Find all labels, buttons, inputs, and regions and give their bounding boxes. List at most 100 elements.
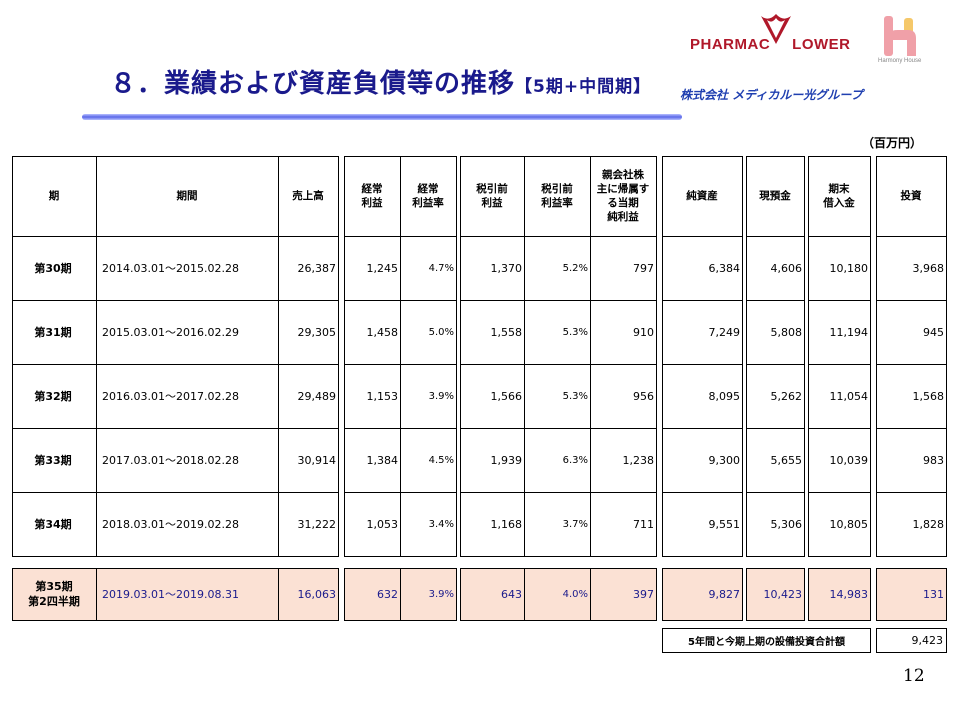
flower-logo-icon [761, 14, 791, 44]
current-cell: 3.9% [428, 588, 454, 600]
title-sub: 【5期+中間期】 [515, 77, 652, 97]
current-cell: 4.0% [562, 588, 588, 600]
total-value: 9,423 [911, 634, 944, 647]
column-divider [524, 156, 525, 556]
medical-ikko-logo: 株式会社 メディカルー光グループ [680, 88, 863, 102]
harmony-house-logo-icon [884, 16, 916, 56]
table-cell: 1,828 [912, 517, 945, 531]
table-cell: 1,245 [366, 261, 399, 275]
row-divider [344, 364, 456, 365]
table-cell: 5.2% [562, 262, 588, 274]
pharmac-flower-logo: PHARMAC LOWER [690, 36, 851, 53]
column-group-frame [808, 156, 871, 557]
period-label: 第33期 [34, 454, 72, 467]
table-cell: 5,262 [770, 389, 803, 403]
current-cell: 16,063 [297, 587, 337, 601]
total-label: 5年間と今期上期の設備投資合計額 [688, 637, 845, 648]
row-divider [662, 300, 742, 301]
period-label: 第32期 [34, 390, 72, 403]
table-cell: 2015.03.01～2016.02.29 [102, 326, 239, 339]
header-cell: 現預金 [759, 190, 791, 202]
table-cell: 2016.03.01～2017.02.28 [102, 390, 239, 403]
row-divider [12, 492, 338, 493]
header-cell: 経常 利益率 [412, 183, 444, 209]
row-divider [808, 428, 870, 429]
current-cell: 10,423 [763, 587, 803, 601]
table-cell: 2018.03.01～2019.02.28 [102, 518, 239, 531]
row-divider [12, 236, 338, 237]
row-divider [12, 428, 338, 429]
column-group-frame [876, 156, 947, 557]
table-cell: 6,384 [708, 261, 741, 275]
current-cell: 632 [377, 587, 398, 601]
table-cell: 1,384 [366, 453, 399, 467]
row-divider [746, 236, 804, 237]
row-divider [344, 236, 456, 237]
table-cell: 1,053 [366, 517, 399, 531]
current-period-label: 第35期第2四半期 [12, 568, 96, 620]
row-divider [662, 364, 742, 365]
row-divider [460, 364, 656, 365]
current-period-frame [662, 568, 743, 621]
header-cell: 純資産 [686, 190, 718, 202]
total-value-frame [876, 628, 947, 653]
period-line1: 第35期 [35, 580, 73, 593]
table-cell: 1,566 [490, 389, 523, 403]
row-divider [662, 492, 742, 493]
row-divider [460, 492, 656, 493]
column-divider [590, 568, 591, 620]
current-period-frame [746, 568, 805, 621]
table-cell: 9,551 [708, 517, 741, 531]
column-divider [96, 156, 97, 556]
table-cell: 10,039 [829, 453, 869, 467]
table-cell: 5,655 [770, 453, 803, 467]
total-label-frame [662, 628, 871, 653]
page-number: 12 [903, 666, 925, 686]
table-cell: 1,939 [490, 453, 523, 467]
table-cell: 711 [633, 517, 654, 531]
period-label: 第34期 [34, 518, 72, 531]
table-cell: 26,387 [297, 261, 337, 275]
table-cell: 11,194 [829, 325, 869, 339]
current-cell: 397 [633, 587, 654, 601]
column-divider [524, 568, 525, 620]
table-cell: 1,568 [912, 389, 945, 403]
table-cell: 29,305 [297, 325, 337, 339]
header-cell: 期間 [176, 190, 198, 202]
page-title: ８．業績および資産負債等の推移【5期+中間期】 [110, 63, 651, 100]
table-cell: 30,914 [297, 453, 337, 467]
row-divider [808, 236, 870, 237]
table-cell: 956 [633, 389, 654, 403]
row-divider [746, 492, 804, 493]
table-cell: 797 [633, 261, 654, 275]
header-cell: 売上高 [292, 190, 324, 202]
table-cell: 8,095 [708, 389, 741, 403]
table-cell: 4.7% [428, 262, 454, 274]
table-cell: 5.3% [562, 326, 588, 338]
row-divider [876, 364, 946, 365]
table-cell: 3.7% [562, 518, 588, 530]
column-divider [590, 156, 591, 556]
table-cell: 910 [633, 325, 654, 339]
table-cell: 3,968 [912, 261, 945, 275]
table-cell: 1,153 [366, 389, 399, 403]
logo-pharmac-text: PHARMAC [690, 36, 771, 53]
table-cell: 5.3% [562, 390, 588, 402]
current-period-frame [460, 568, 657, 621]
current-period-frame [876, 568, 947, 621]
current-cell: 2019.03.01～2019.08.31 [102, 588, 239, 601]
table-cell: 1,370 [490, 261, 523, 275]
table-cell: 11,054 [829, 389, 869, 403]
table-cell: 1,168 [490, 517, 523, 531]
period-line2: 第2四半期 [28, 595, 80, 608]
unit-label: （百万円） [862, 136, 923, 150]
row-divider [460, 300, 656, 301]
table-cell: 1,238 [622, 453, 655, 467]
period-label: 第31期 [34, 326, 72, 339]
table-cell: 1,458 [366, 325, 399, 339]
current-cell: 9,827 [708, 587, 741, 601]
table-cell: 1,558 [490, 325, 523, 339]
column-group-frame [12, 156, 339, 557]
column-group-frame [662, 156, 743, 557]
harmony-house-text: Harmony House [878, 58, 922, 64]
